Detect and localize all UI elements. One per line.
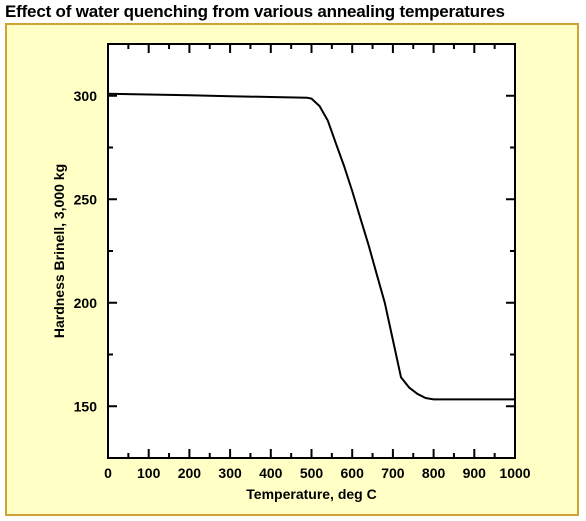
x-tick-label: 900: [463, 465, 487, 481]
x-tick-label: 300: [218, 465, 242, 481]
y-tick-label: 250: [74, 191, 98, 207]
x-tick-label: 500: [300, 465, 324, 481]
series-line: [107, 92, 515, 401]
x-tick-label: 600: [341, 465, 365, 481]
x-tick-label: 0: [104, 465, 112, 481]
y-tick-label: 150: [74, 398, 98, 414]
x-tick-label: 100: [137, 465, 161, 481]
chart-title: Effect of water quenching from various a…: [5, 2, 505, 21]
x-axis-label: Temperature, deg C: [246, 486, 376, 502]
x-tick-label: 400: [259, 465, 283, 481]
x-tick-label: 200: [178, 465, 202, 481]
y-axis-label: Hardness Brinell, 3,000 kg: [51, 164, 67, 338]
x-tick-label: 700: [381, 465, 405, 481]
y-tick-label: 300: [74, 88, 98, 104]
y-tick-label: 200: [74, 295, 98, 311]
x-tick-label: 1000: [499, 465, 530, 481]
plot-area: [107, 43, 516, 459]
x-tick-label: 800: [422, 465, 446, 481]
